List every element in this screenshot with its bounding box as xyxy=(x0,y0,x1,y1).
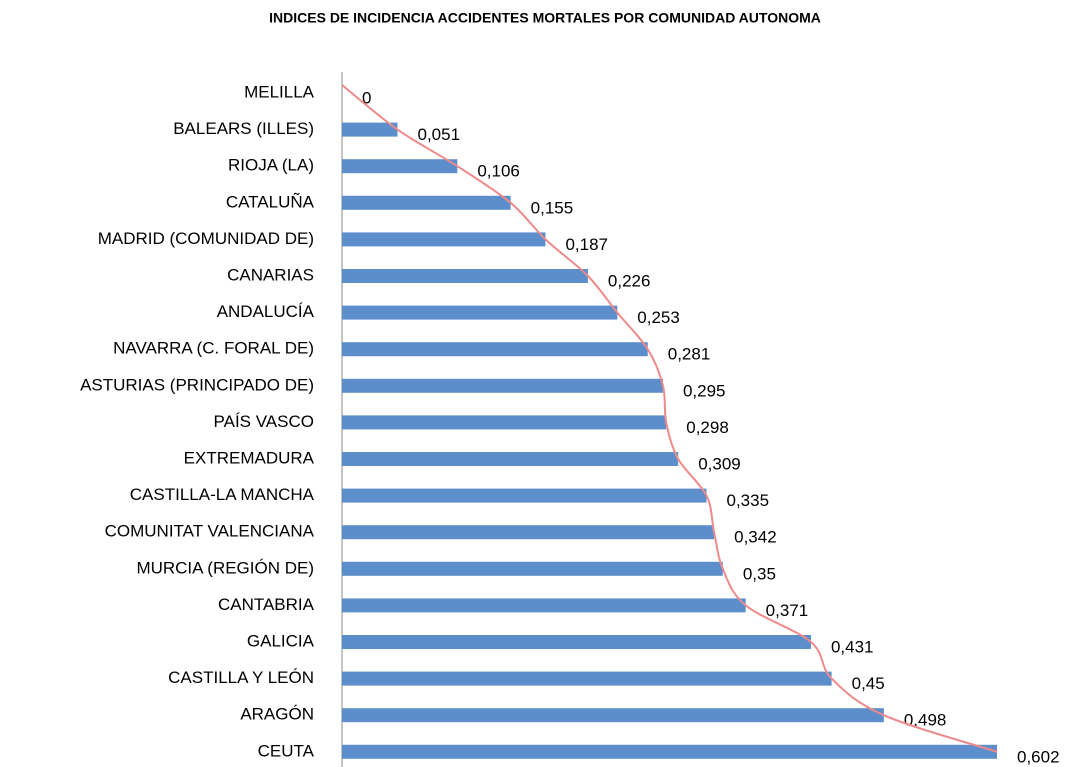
bar xyxy=(342,305,618,320)
bar xyxy=(342,159,458,174)
data-label: 0,335 xyxy=(726,491,769,510)
category-label: ARAGÓN xyxy=(240,705,314,724)
category-label: CASTILLA Y LEÓN xyxy=(168,668,314,687)
category-label: CEUTA xyxy=(258,741,315,760)
bar xyxy=(342,598,746,613)
data-label: 0,602 xyxy=(1017,747,1060,766)
data-label: 0,309 xyxy=(698,454,741,473)
data-label: 0,35 xyxy=(743,564,776,583)
bar xyxy=(342,635,811,649)
bar xyxy=(342,378,663,393)
bar xyxy=(342,488,707,503)
data-label: 0,45 xyxy=(852,674,885,693)
data-label: 0,106 xyxy=(477,162,520,181)
data-label: 0,187 xyxy=(565,235,608,254)
bar xyxy=(342,708,884,723)
category-label: GALICIA xyxy=(247,631,315,650)
category-label: BALEARS (ILLES) xyxy=(173,119,314,138)
data-label: 0,226 xyxy=(608,271,651,290)
chart-title: INDICES DE INCIDENCIA ACCIDENTES MORTALE… xyxy=(269,10,821,26)
bar xyxy=(342,525,715,540)
bar xyxy=(342,452,679,466)
data-label: 0,342 xyxy=(734,528,777,547)
category-label: PAÍS VASCO xyxy=(214,412,314,431)
data-label: 0,371 xyxy=(766,601,809,620)
bar xyxy=(342,671,832,686)
data-label: 0,498 xyxy=(904,711,947,730)
bar xyxy=(342,122,398,137)
bar xyxy=(342,269,588,283)
category-label: CANTABRIA xyxy=(218,595,315,614)
category-label: COMUNITAT VALENCIANA xyxy=(105,522,315,541)
category-label: ASTURIAS (PRINCIPADO DE) xyxy=(80,375,314,394)
bar xyxy=(342,232,546,247)
bar xyxy=(342,195,511,210)
category-label: MURCIA (REGIÓN DE) xyxy=(136,558,314,577)
category-label: ANDALUCÍA xyxy=(217,302,315,321)
bar xyxy=(342,342,648,357)
bar xyxy=(342,415,667,430)
category-label: CATALUÑA xyxy=(226,192,315,211)
category-label: EXTREMADURA xyxy=(184,448,315,467)
bar xyxy=(342,744,997,759)
category-label: CANARIAS xyxy=(227,265,314,284)
category-label: MELILLA xyxy=(244,82,315,101)
category-label: CASTILLA-LA MANCHA xyxy=(130,485,315,504)
data-label: 0,051 xyxy=(417,125,460,144)
trend-line xyxy=(341,84,998,753)
data-label: 0,431 xyxy=(831,637,874,656)
category-label: MADRID (COMUNIDAD DE) xyxy=(98,229,314,248)
category-label: NAVARRA (C. FORAL DE) xyxy=(113,339,314,358)
category-label: RIOJA (LA) xyxy=(228,156,314,175)
bar xyxy=(342,561,723,576)
data-label: 0,298 xyxy=(686,418,729,437)
data-label: 0,253 xyxy=(637,308,680,327)
data-label: 0,155 xyxy=(531,198,574,217)
data-label: 0,295 xyxy=(683,381,726,400)
data-label: 0 xyxy=(362,88,371,107)
data-label: 0,281 xyxy=(668,345,711,364)
